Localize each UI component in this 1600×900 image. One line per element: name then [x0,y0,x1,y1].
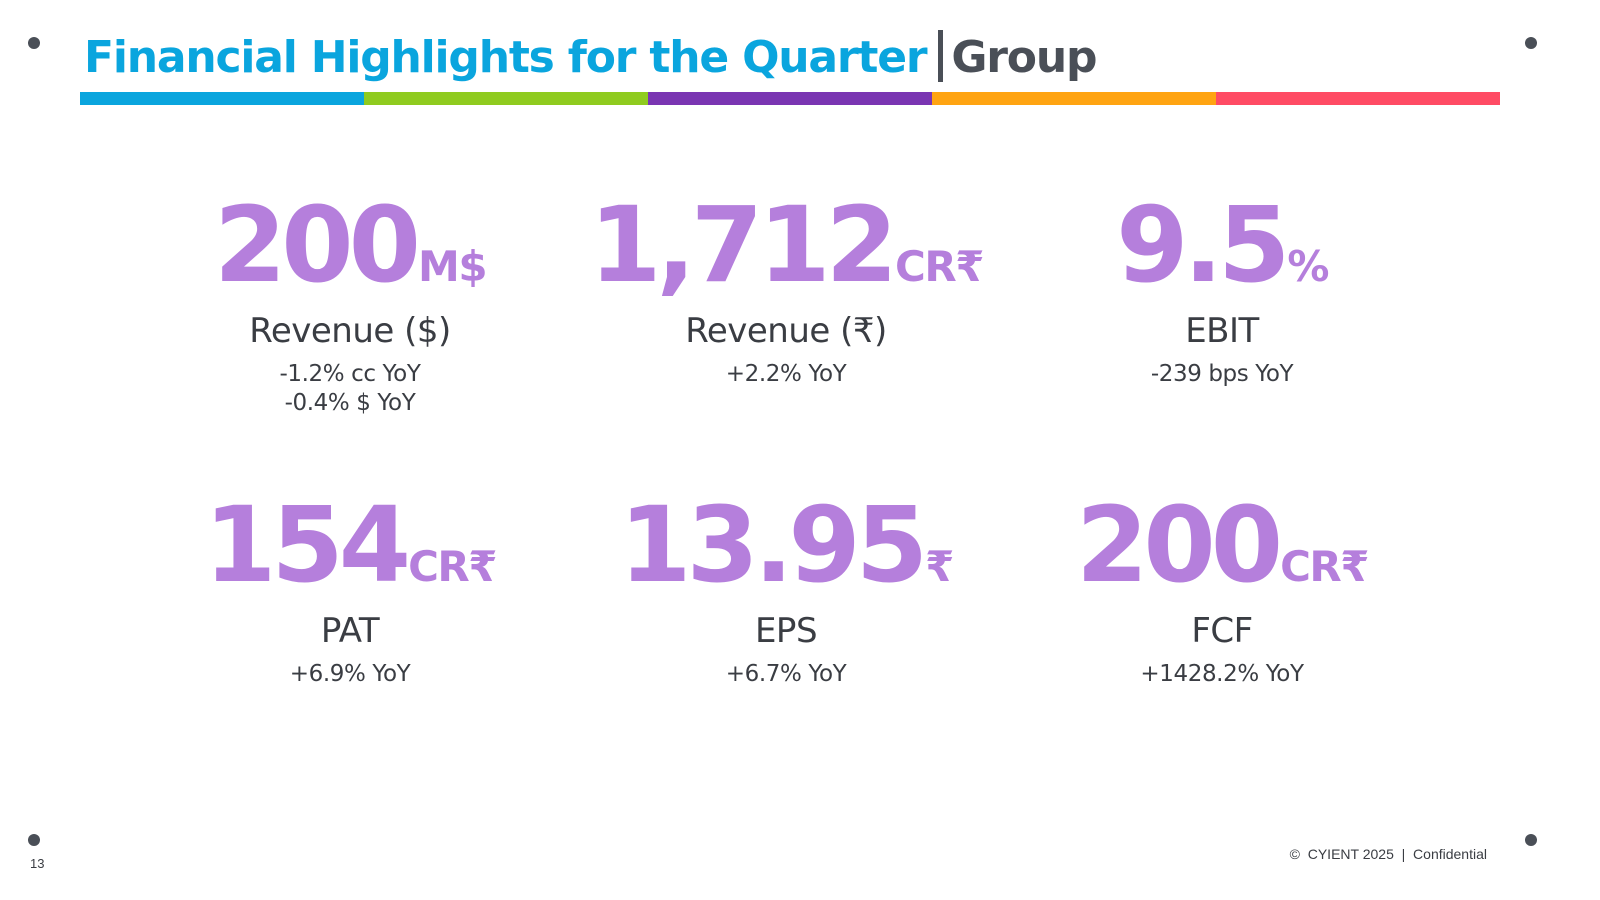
metric-unit: % [1287,242,1329,291]
page-number: 13 [30,856,45,871]
metric-value-line: 1,712 CR₹ [556,186,1016,304]
corner-dot-bottom-right [1525,834,1537,846]
metric-value-line: 200 M$ [120,186,580,304]
slide-title: Financial Highlights for the Quarter Grou… [84,28,1097,88]
color-bar-segment [80,92,364,105]
corner-dot-bottom-left [28,834,40,846]
copyright-text: © CYIENT 2025 | Confidential [1289,846,1487,862]
metric-value: 9.5 [1116,184,1290,306]
metric-value-line: 200 CR₹ [992,486,1452,604]
metric-value-line: 9.5% [992,186,1452,304]
metric-label: Revenue (₹) [685,311,887,351]
metric-change: +6.7% YoY [725,661,847,687]
metric-revenue-inr: 1,712 CR₹ Revenue (₹) +2.2% YoY [556,186,1016,389]
metric-value: 1,712 [589,184,898,306]
title-main: Financial Highlights for the Quarter [84,32,928,83]
metric-fcf: 200 CR₹ FCF +1428.2% YoY [992,486,1452,689]
metric-value: 13.95 [619,484,928,606]
title-separator [938,30,944,82]
title-color-bar [80,92,1500,105]
metric-change-secondary: -0.4% $ YoY [284,390,416,416]
metric-change: +6.9% YoY [289,661,411,687]
metric-value: 154 [204,484,411,606]
corner-dot-top-left [28,37,40,49]
metric-value: 200 [213,184,421,306]
title-subtitle: Group [951,32,1097,83]
color-bar-segment [932,92,1216,105]
metric-label: PAT [320,611,380,651]
metric-change: -1.2% cc YoY [279,361,421,387]
metric-label: FCF [1191,611,1253,651]
metric-unit: CR₹ [1280,542,1369,591]
corner-dot-top-right [1525,37,1537,49]
metric-pat: 154 CR₹ PAT +6.9% YoY [120,486,580,689]
metric-change: +2.2% YoY [725,361,847,387]
color-bar-segment [648,92,932,105]
metric-revenue-usd: 200 M$ Revenue ($) -1.2% cc YoY -0.4% $ Y… [120,186,580,418]
metric-change: +1428.2% YoY [1140,661,1304,687]
metric-unit: M$ [418,242,488,291]
metric-value: 200 [1076,484,1283,606]
metric-change: -239 bps YoY [1150,361,1294,387]
color-bar-segment [364,92,648,105]
metric-value-line: 154 CR₹ [120,486,580,604]
metric-label: Revenue ($) [249,311,451,351]
metric-eps: 13.95 ₹ EPS +6.7% YoY [556,486,1016,689]
metric-unit: ₹ [925,542,954,591]
metric-unit: CR₹ [408,542,497,591]
metric-ebit: 9.5% EBIT -239 bps YoY [992,186,1452,389]
color-bar-segment [1216,92,1500,105]
metric-label: EPS [754,611,818,651]
metric-value-line: 13.95 ₹ [556,486,1016,604]
metric-label: EBIT [1185,311,1259,351]
metric-unit: CR₹ [895,242,984,291]
